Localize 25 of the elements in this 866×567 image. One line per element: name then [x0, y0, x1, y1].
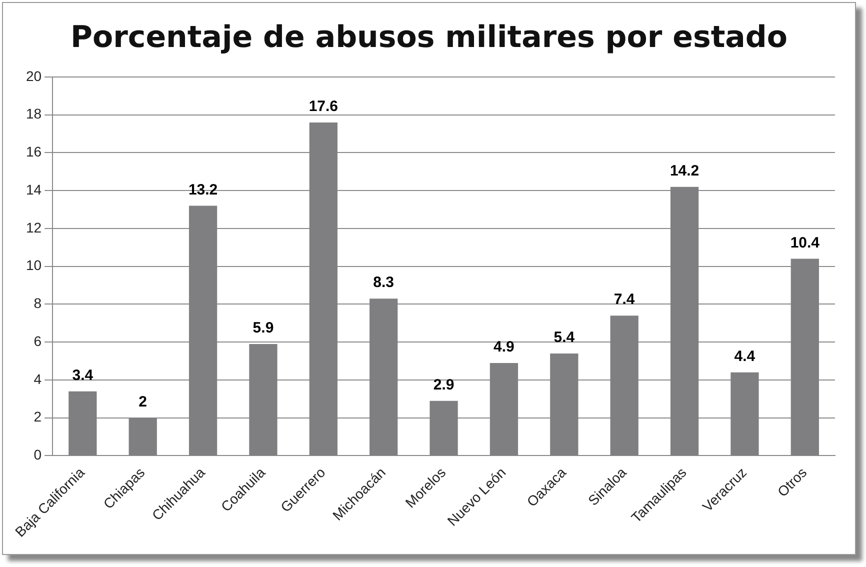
data-label: 2 [138, 394, 148, 411]
data-label: 13.2 [188, 181, 218, 198]
data-label: 7.4 [614, 291, 636, 308]
data-label: 2.9 [433, 376, 454, 394]
data-label: 4.4 [734, 348, 756, 366]
y-tick-label: 14 [26, 181, 42, 198]
data-label: 10.4 [790, 234, 820, 252]
y-tick-label: 16 [26, 144, 42, 160]
chart-title: Porcentaje de abusos militares por estado [70, 20, 788, 55]
data-label: 5.9 [252, 320, 274, 337]
data-label: 4.9 [494, 338, 514, 356]
y-tick-label: 10 [26, 257, 42, 274]
y-tick-label: 8 [34, 295, 42, 312]
data-label: 8.3 [373, 274, 394, 292]
data-label: 5.4 [554, 329, 576, 346]
y-tick-label: 0 [34, 446, 42, 463]
data-label: 17.6 [308, 98, 338, 116]
y-tick-label: 6 [34, 332, 42, 349]
y-tick-label: 2 [34, 408, 42, 425]
data-label: 14.2 [670, 162, 700, 180]
y-tick-label: 4 [34, 370, 42, 387]
data-label: 3.4 [72, 366, 94, 384]
y-tick-label: 20 [26, 68, 42, 84]
y-tick-label: 12 [26, 219, 42, 236]
y-tick-label: 18 [26, 106, 42, 122]
